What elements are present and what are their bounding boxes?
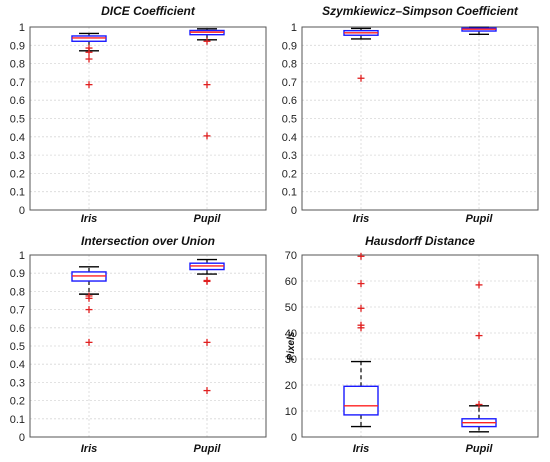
y-tick-label: 0.8	[282, 59, 297, 71]
x-tick-label: Pupil	[194, 443, 222, 455]
panel-3: Hausdorff Distance 0 10 20 30 40 50 60 70 Iris Pup…	[285, 234, 539, 455]
outlier-marker	[203, 387, 211, 395]
y-tick-label: 1	[19, 250, 25, 262]
y-tick-label: 0.3	[10, 150, 25, 162]
box-iris	[71, 32, 107, 89]
y-tick-label: 0.8	[10, 59, 25, 71]
y-tick-label: 0.4	[10, 359, 25, 371]
y-tick-label: 0.1	[10, 414, 25, 426]
x-tick-label: Pupil	[466, 213, 494, 225]
y-tick-label: 1	[291, 22, 297, 34]
y-tick-label: 0.4	[282, 132, 297, 144]
y-tick-label: 60	[285, 276, 297, 288]
box-iris	[343, 27, 379, 82]
y-tick-label: 0	[291, 205, 297, 217]
x-tick-label: Iris	[353, 213, 370, 225]
y-tick-label: 1	[19, 22, 25, 34]
x-tick-label: Pupil	[194, 213, 222, 225]
box-iris	[71, 266, 107, 346]
plot-frame	[29, 254, 267, 438]
outlier-marker	[357, 304, 365, 312]
y-axis-label: Pixels	[286, 331, 297, 360]
y-tick-label: 0.3	[282, 150, 297, 162]
iqr-box	[343, 385, 379, 416]
outlier-marker	[85, 306, 93, 314]
y-tick-label: 0.4	[10, 132, 25, 144]
y-tick-label: 0.5	[10, 341, 25, 353]
y-tick-label: 0.9	[282, 40, 297, 52]
y-tick-label: 0.5	[10, 114, 25, 126]
y-tick-label: 40	[285, 328, 297, 340]
x-tick-label: Iris	[81, 443, 98, 455]
outlier-marker	[85, 48, 93, 56]
y-tick-label: 0.5	[282, 114, 297, 126]
outlier-marker	[357, 74, 365, 82]
panel-2: Intersection over Union 0 0.1 0.2 0.3 0.4 0.5 0…	[10, 234, 267, 455]
y-tick-label: 50	[285, 302, 297, 314]
outlier-marker	[203, 277, 211, 285]
outlier-marker	[85, 338, 93, 346]
outlier-marker	[85, 81, 93, 89]
outlier-marker	[475, 332, 483, 340]
y-tick-label: 70	[285, 250, 297, 262]
y-tick-label: 0.7	[282, 77, 297, 89]
box-iris	[343, 252, 379, 428]
x-tick-label: Iris	[353, 443, 370, 455]
outlier-marker	[357, 324, 365, 332]
panel-title: DICE Coefficient	[101, 4, 196, 18]
y-tick-label: 30	[285, 354, 297, 366]
y-tick-label: 0.9	[10, 40, 25, 52]
panel-title: Hausdorff Distance	[365, 234, 475, 248]
y-tick-label: 0.1	[10, 187, 25, 199]
y-tick-label: 0.7	[10, 77, 25, 89]
outlier-marker	[203, 81, 211, 89]
y-tick-label: 0.2	[282, 168, 297, 180]
plot-frame	[301, 254, 539, 438]
outlier-marker	[475, 401, 483, 408]
y-tick-label: 0.7	[10, 305, 25, 317]
x-tick-label: Iris	[81, 213, 98, 225]
y-tick-label: 0	[19, 432, 25, 444]
x-tick-label: Pupil	[466, 443, 494, 455]
y-tick-label: 0	[19, 205, 25, 217]
y-tick-label: 0.6	[282, 95, 297, 107]
panel-title: Szymkiewicz–Simpson Coefficient	[322, 4, 519, 18]
y-tick-label: 0.6	[10, 95, 25, 107]
outlier-marker	[85, 294, 93, 302]
box-pupil	[189, 258, 225, 395]
y-tick-label: 0.8	[10, 286, 25, 298]
outlier-marker	[85, 55, 93, 63]
plot-frame	[301, 26, 539, 211]
y-tick-label: 20	[285, 380, 297, 392]
plot-frame	[29, 26, 267, 211]
box-pupil	[461, 281, 497, 433]
outlier-marker	[357, 280, 365, 288]
y-tick-label: 0.3	[10, 377, 25, 389]
y-tick-label: 10	[285, 406, 297, 418]
y-tick-label: 0.6	[10, 323, 25, 335]
box-pupil	[189, 28, 225, 140]
panel-title: Intersection over Union	[81, 234, 215, 248]
panel-0: DICE Coefficient 0 0.1 0.2 0.3 0.4 0.5 0.6 0.7 0.…	[10, 4, 267, 225]
outlier-marker	[475, 281, 483, 289]
outlier-marker	[203, 37, 211, 45]
outlier-marker	[203, 338, 211, 346]
y-tick-label: 0.1	[282, 187, 297, 199]
y-tick-label: 0.9	[10, 268, 25, 280]
outlier-marker	[357, 252, 365, 260]
y-tick-label: 0.2	[10, 168, 25, 180]
panel-1: Szymkiewicz–Simpson Coefficient 0 0.1 0.2 0.…	[282, 4, 539, 225]
y-tick-label: 0.2	[10, 396, 25, 408]
box-pupil	[461, 26, 497, 36]
outlier-marker	[203, 132, 211, 140]
y-tick-label: 0	[291, 432, 297, 444]
